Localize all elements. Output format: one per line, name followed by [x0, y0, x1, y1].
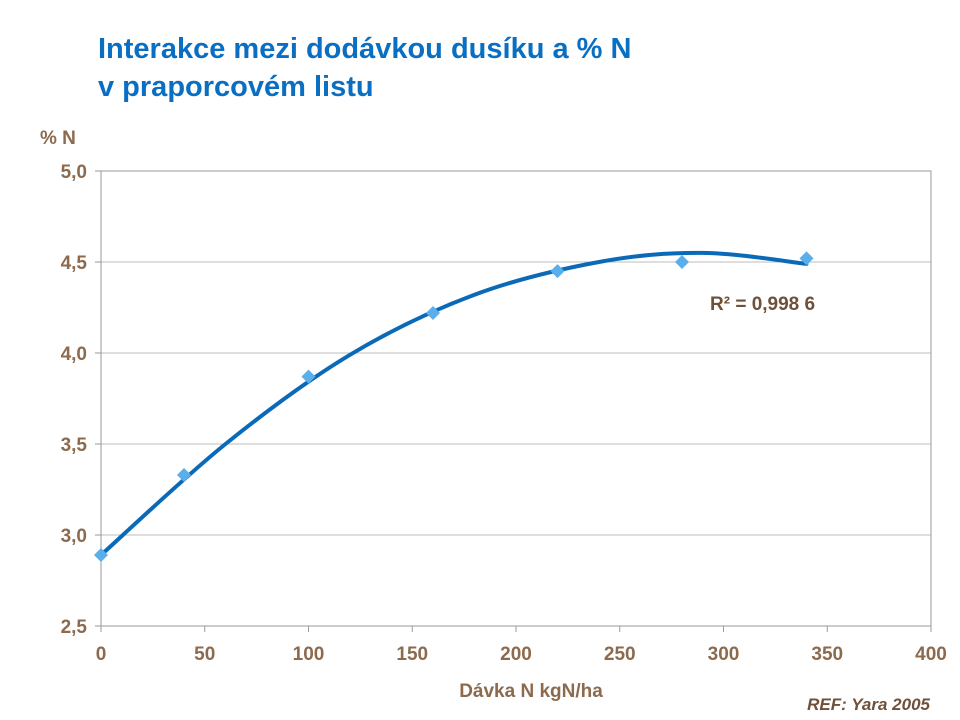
data-point-diamond	[94, 548, 108, 563]
data-point-diamond	[675, 255, 689, 269]
gridlines	[101, 170, 931, 627]
data-point-diamond	[799, 251, 814, 266]
y-tick-label: 3,5	[61, 435, 88, 456]
x-tick-label: 50	[194, 644, 215, 665]
data-points	[94, 251, 814, 563]
x-tick-label: 300	[708, 644, 740, 665]
x-axis-ticks: 0 50 100 150 200 250 300 350 400	[96, 626, 947, 665]
x-tick-label: 100	[293, 644, 325, 665]
x-axis-label: Dávka N kgN/ha	[459, 681, 603, 702]
x-tick-label: 0	[96, 644, 107, 665]
chart-title-line-1: Interakce mezi dodávkou dusíku a % N	[98, 33, 632, 65]
y-tick-label: 2,5	[61, 617, 88, 638]
x-tick-label: 200	[500, 644, 532, 665]
y-axis-ticks: 2,5 3,0 3,5 4,0 4,5 5,0	[61, 162, 101, 638]
plot-area-border	[100, 170, 932, 627]
data-point-diamond	[177, 467, 191, 482]
r-squared-annotation: R² = 0,998 6	[710, 294, 815, 315]
chart-title: Interakce mezi dodávkou dusíku a % N v p…	[98, 30, 631, 106]
x-tick-label: 350	[811, 644, 843, 665]
y-tick-label: 5,0	[61, 162, 87, 183]
y-tick-label: 4,5	[61, 253, 88, 274]
trendline	[99, 250, 809, 558]
x-tick-label: 400	[915, 644, 947, 665]
reference-note: REF: Yara 2005	[807, 695, 930, 714]
data-point-diamond	[426, 305, 440, 320]
chart-title-line-2: v praporcovém listu	[98, 71, 374, 103]
y-axis-label: % N	[40, 128, 76, 149]
y-tick-label: 3,0	[61, 526, 87, 547]
data-point-diamond	[550, 264, 565, 279]
y-tick-label: 4,0	[61, 344, 87, 365]
data-point-diamond	[301, 369, 316, 384]
x-tick-label: 150	[396, 644, 428, 665]
x-tick-label: 250	[604, 644, 636, 665]
